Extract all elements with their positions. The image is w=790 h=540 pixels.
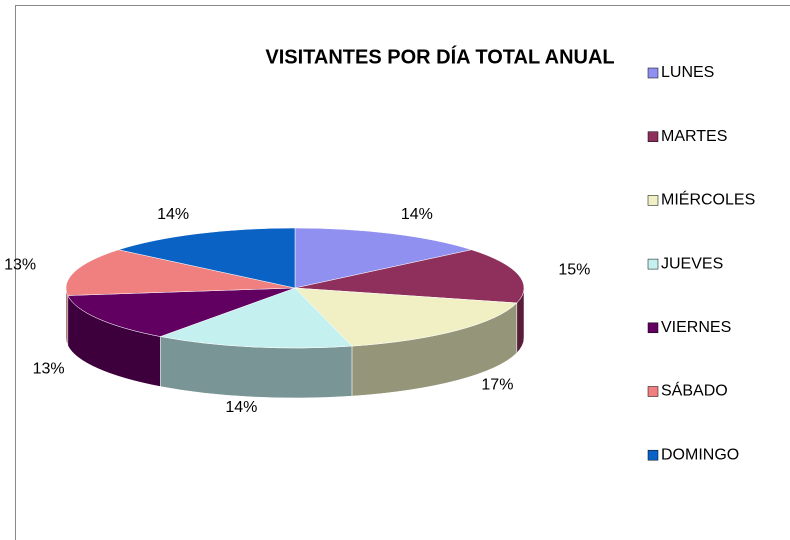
pie-slice: [294, 227, 473, 289]
legend-swatch: [647, 195, 659, 206]
legend-swatch: [647, 449, 659, 461]
legend-swatch: [647, 131, 659, 142]
legend-label: VIERNES: [661, 319, 731, 336]
pie-side: [65, 287, 69, 346]
legend-background: [640, 48, 790, 488]
legend-swatch: [647, 67, 659, 79]
pie-slice: [67, 287, 296, 337]
data-label: 13%: [33, 360, 65, 377]
data-label: 14%: [401, 206, 433, 223]
legend-swatch: [647, 386, 659, 397]
legend-label: SÁBADO: [661, 381, 728, 400]
pie-slice: [117, 227, 296, 289]
legend-label: MARTES: [661, 128, 727, 145]
legend-label: MIÉRCOLES: [661, 190, 755, 209]
pie-slice: [159, 287, 353, 349]
data-label: 17%: [481, 376, 513, 393]
data-label: 14%: [225, 399, 257, 416]
chart-title: VISITANTES POR DÍA TOTAL ANUAL: [265, 45, 614, 68]
legend-label: LUNES: [661, 64, 714, 81]
legend-swatch: [647, 322, 659, 334]
legend-label: JUEVES: [661, 255, 723, 272]
data-label: 13%: [4, 257, 36, 274]
pie-slice: [65, 249, 296, 296]
data-label: 14%: [157, 206, 189, 223]
legend-swatch: [647, 258, 659, 270]
legend-label: DOMINGO: [661, 446, 739, 463]
data-label: 15%: [558, 262, 590, 279]
pie-slice: [294, 287, 518, 347]
pie-slice: [294, 249, 525, 304]
